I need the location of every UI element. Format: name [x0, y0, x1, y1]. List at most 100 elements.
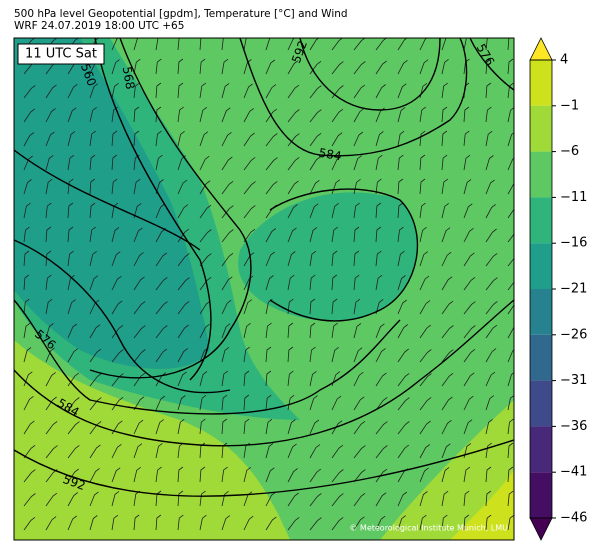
wind-barb [111, 396, 124, 411]
wind-barb [397, 107, 406, 123]
contour-line [299, 38, 441, 111]
wind-barb [419, 444, 430, 459]
wind-barb [199, 58, 206, 75]
wind-barb [177, 204, 189, 219]
wind-barb [507, 349, 514, 363]
wind-barb [221, 515, 231, 531]
colorbar-band [530, 105, 552, 152]
wind-barb [177, 348, 188, 363]
wind-barb [45, 516, 57, 531]
wind-barb [287, 84, 300, 99]
wind-barb [111, 178, 118, 195]
wind-barb [397, 275, 406, 291]
wind-barb [243, 157, 256, 171]
wind-barb [375, 226, 382, 243]
wind-barb [133, 514, 140, 531]
wind-barb [133, 203, 142, 219]
wind-barb [331, 202, 339, 219]
wind-barb [287, 394, 295, 411]
wind-barb [375, 492, 387, 507]
wind-barb [331, 298, 338, 315]
wind-barb [463, 203, 473, 219]
wind-barb [375, 397, 388, 411]
wind-barb [243, 275, 254, 291]
wind-barb [199, 229, 212, 243]
wind-barb [309, 419, 320, 435]
wind-barb [331, 250, 338, 267]
wind-barb [309, 109, 322, 123]
wind-barb [199, 466, 206, 483]
wind-barb [155, 325, 168, 339]
wind-barb [331, 108, 344, 123]
colorbar-tick-label: −26 [560, 327, 587, 342]
wind-barb [243, 132, 255, 147]
wind-barb [309, 517, 322, 531]
wind-barb [177, 277, 190, 291]
colorbar-tick-label: −11 [560, 190, 587, 205]
wind-barb [309, 60, 322, 75]
wind-barb [309, 346, 316, 363]
wind-barb [419, 154, 426, 171]
wind-barb [353, 469, 366, 483]
wind-barb [221, 323, 231, 339]
wind-barb [23, 202, 31, 219]
wind-barb [463, 252, 475, 267]
wind-barb [287, 274, 295, 291]
wind-barb [221, 490, 229, 507]
wind-barb [67, 131, 76, 147]
wind-barb [177, 58, 184, 75]
wind-barb [155, 82, 162, 99]
wind-barb [45, 323, 54, 339]
wind-barb [375, 515, 386, 531]
wind-barb [199, 38, 202, 51]
wind-barb [507, 395, 514, 411]
wind-barb [89, 324, 101, 339]
wind-barb [221, 370, 229, 387]
wind-barb [397, 324, 409, 339]
wind-barb [331, 469, 344, 483]
contour-label: 568 [120, 65, 138, 90]
wind-barb [111, 82, 119, 99]
wind-barb [507, 233, 514, 243]
wind-barb [67, 421, 80, 435]
wind-barb [419, 226, 427, 243]
wind-barb [463, 395, 474, 411]
wind-barb [23, 469, 36, 483]
colorbar-band [530, 197, 552, 244]
wind-barb [89, 397, 102, 411]
wind-barb [243, 228, 256, 243]
wind-barb [155, 395, 166, 411]
wind-barb [243, 322, 251, 339]
wind-barb [331, 493, 344, 507]
wind-barb [353, 298, 361, 315]
wind-barb [133, 443, 143, 459]
wind-barb [23, 347, 32, 363]
wind-barb [441, 325, 454, 339]
wind-barb [67, 397, 80, 411]
wind-barb [221, 156, 233, 171]
wind-barb [89, 491, 99, 507]
wind-barb [331, 346, 339, 363]
time-label: 11 UTC Sat [25, 47, 97, 62]
wind-barb [177, 253, 190, 267]
contour-line [14, 299, 514, 447]
title: 500 hPa level Geopotential [gpdm], Tempe… [14, 8, 348, 20]
wind-barb [89, 106, 97, 123]
colorbar-tick-label: −36 [560, 419, 587, 434]
wind-barb [23, 395, 34, 411]
wind-barb [353, 347, 363, 363]
wind-barb [353, 250, 360, 267]
wind-barb [287, 370, 294, 387]
subtitle: WRF 24.07.2019 18:00 UTC +65 [14, 20, 184, 32]
wind-barb [353, 226, 360, 243]
wind-barb [243, 181, 256, 195]
wind-barb [155, 442, 163, 459]
wind-barb [133, 372, 146, 387]
wind-barb [199, 394, 207, 411]
wind-barb [375, 250, 382, 267]
wind-barb [111, 324, 124, 339]
wind-barb [375, 299, 384, 315]
wind-barb [331, 132, 343, 147]
colorbar-under [529, 517, 553, 541]
wind-barb [441, 178, 449, 195]
